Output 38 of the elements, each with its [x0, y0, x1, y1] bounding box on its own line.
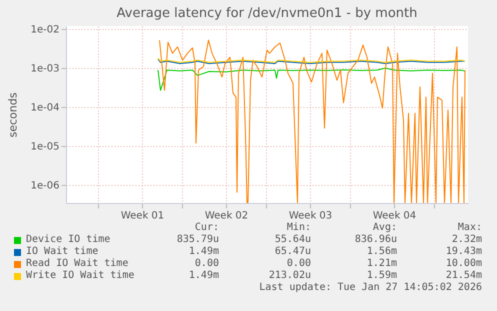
legend-label: Device IO time	[26, 234, 110, 246]
text: 213.02u	[268, 270, 311, 282]
y-tick-label: 1e-02	[30, 24, 60, 36]
text: 836.96u	[354, 234, 397, 246]
text: 1.56m	[366, 246, 397, 258]
x-tick-label: Week 01	[120, 210, 164, 222]
text: Avg:	[372, 222, 397, 234]
text: Cur:	[194, 222, 219, 234]
text: 0.00	[286, 258, 311, 270]
y-tick-label: 1e-06	[30, 180, 60, 192]
line-series	[159, 40, 466, 203]
y-tick-label: 1e-03	[30, 64, 60, 75]
text: 0.00	[194, 258, 219, 270]
y-tick-label: 1e-05	[30, 142, 60, 153]
text: 55.64u	[274, 234, 311, 246]
chart-title: Average latency for /dev/nvme0n1 - by month	[116, 6, 418, 22]
legend-label: Write IO Wait time	[26, 270, 134, 282]
text: 65.47u	[274, 246, 311, 258]
text: 1.59m	[366, 270, 397, 282]
text: 835.79u	[176, 234, 219, 246]
text: 1.49m	[188, 270, 219, 282]
y-tick-label: 1e-04	[30, 102, 60, 114]
legend-label: Read IO Wait time	[26, 258, 128, 270]
text: 19.43m	[446, 246, 482, 258]
text: Min:	[286, 222, 311, 234]
legend-label: IO Wait time	[26, 246, 98, 258]
text: 10.00m	[446, 258, 482, 270]
text: 2.32m	[452, 234, 482, 246]
text: 1.49m	[188, 246, 219, 258]
x-tick-label: Week 02	[204, 210, 248, 222]
line-series	[158, 68, 466, 91]
text: 1.21m	[366, 258, 397, 270]
y-axis-title: seconds	[6, 92, 20, 138]
x-tick-label: Week 04	[372, 210, 416, 222]
text: Last update: Tue Jan 27 14:05:02 2026	[259, 282, 482, 294]
x-tick-label: Week 03	[288, 210, 332, 222]
text: Max:	[458, 222, 482, 234]
text: 21.54m	[446, 270, 482, 282]
